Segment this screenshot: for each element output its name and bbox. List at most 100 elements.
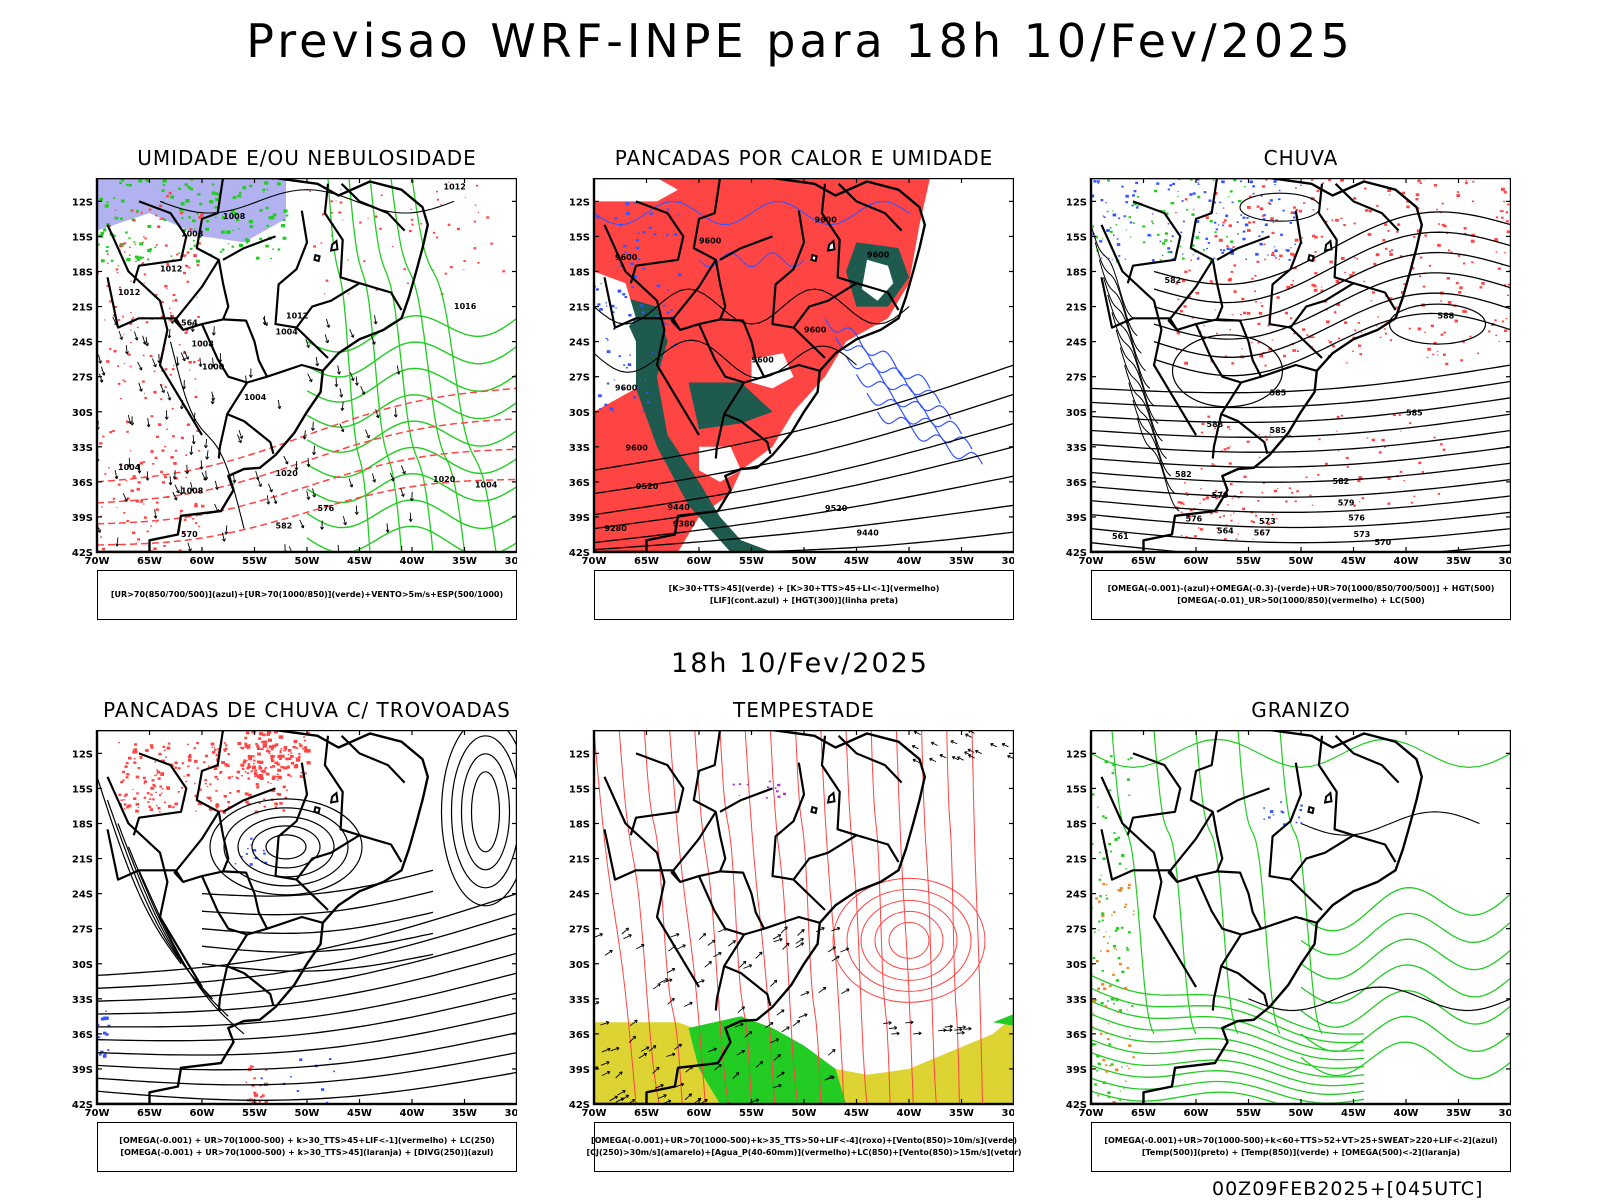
lat-tick-label: 27S	[72, 373, 93, 384]
lake-shape	[826, 791, 836, 804]
contour-label: 9380	[673, 519, 696, 528]
lake-shape	[810, 805, 818, 815]
border-line	[195, 730, 275, 1007]
lat-tick-label: 42S	[1066, 1100, 1087, 1111]
panel-title: TEMPESTADE	[733, 698, 875, 722]
lake-shape	[329, 239, 339, 252]
border-line	[323, 735, 403, 863]
field-layer	[1091, 730, 1511, 1104]
lat-tick-label: 27S	[72, 925, 93, 936]
caption-line: [OMEGA(-0.001) + UR>70(1000-500) + k>30_…	[120, 1148, 494, 1157]
border-line	[1189, 178, 1269, 455]
contour-label: 570	[181, 530, 198, 539]
contour-label: 9600	[626, 443, 649, 452]
border-line	[603, 776, 700, 988]
lat-tick-label: 27S	[1066, 925, 1087, 936]
contour-label: 1008	[181, 229, 204, 238]
lat-tick-label: 42S	[72, 548, 93, 559]
border-line	[820, 735, 900, 863]
lat-tick-label: 12S	[569, 197, 590, 208]
contour-label: 1012	[118, 288, 140, 297]
border-line	[714, 413, 726, 459]
contour-label: 573	[1259, 517, 1276, 526]
border-line	[132, 752, 188, 836]
lat-tick-label: 39S	[72, 513, 93, 524]
border-line	[1100, 776, 1197, 988]
border-line	[1317, 183, 1397, 311]
lon-tick-label: 30W	[505, 556, 517, 567]
lake-shape	[810, 253, 818, 263]
border-line	[106, 776, 203, 988]
contour-label: 1004	[475, 481, 498, 490]
contour-label: 1004	[276, 328, 299, 337]
lat-tick-label: 27S	[569, 925, 590, 936]
geographic-boundaries	[1091, 730, 1423, 1104]
contour-label: 9440	[668, 503, 691, 512]
border-line	[217, 965, 229, 1011]
contour-label: 1012	[160, 265, 182, 274]
border-line	[266, 363, 324, 378]
lon-tick-label: 50W	[1289, 556, 1314, 567]
lat-tick-label: 39S	[569, 513, 590, 524]
lon-tick-label: 70W	[85, 556, 110, 567]
coastline	[97, 730, 429, 1104]
map-axes	[95, 730, 517, 1106]
lat-tick-label: 36S	[569, 478, 590, 489]
border-line	[195, 178, 275, 455]
lon-tick-label: 65W	[137, 1108, 162, 1119]
lat-tick-label: 18S	[569, 268, 590, 279]
lon-tick-label: 70W	[582, 1108, 607, 1119]
lat-tick-label: 18S	[569, 820, 590, 831]
lat-tick-label: 42S	[1066, 548, 1087, 559]
border-line	[106, 224, 203, 436]
lat-tick-label: 18S	[72, 268, 93, 279]
streamline	[1153, 292, 1511, 358]
lon-tick-label: 55W	[739, 556, 764, 567]
lat-tick-label: 24S	[72, 338, 93, 349]
lon-tick-label: 60W	[190, 1108, 215, 1119]
lon-tick-label: 60W	[687, 556, 712, 567]
contour-label: 585	[1270, 426, 1287, 435]
lon-tick-label: 60W	[1184, 1108, 1209, 1119]
streamline	[201, 890, 434, 916]
panel-title: UMIDADE E/OU NEBULOSIDADE	[137, 146, 477, 170]
streamline	[1091, 478, 1511, 498]
streamline	[594, 475, 1014, 544]
border-line	[323, 183, 403, 311]
geographic-boundaries	[97, 178, 429, 552]
lat-tick-label: 36S	[72, 478, 93, 489]
lon-tick-label: 30W	[505, 1108, 517, 1119]
contour-label: 585	[1270, 388, 1287, 397]
lon-tick-label: 45W	[1341, 556, 1366, 567]
streamline	[97, 932, 517, 1002]
lat-tick-label: 15S	[1066, 232, 1087, 243]
lon-tick-label: 55W	[242, 556, 267, 567]
streamline	[97, 912, 517, 989]
lon-tick-label: 30W	[1002, 1108, 1014, 1119]
border-line	[714, 965, 726, 1011]
contour-label: 1020	[276, 469, 299, 478]
lon-tick-label: 70W	[1079, 556, 1104, 567]
legend-caption: [K>30+TTS>45](verde) + [K>30+TTS>45+LI<-…	[594, 570, 1014, 620]
streamline	[751, 531, 1014, 552]
border-line	[340, 183, 406, 232]
lon-tick-label: 50W	[1289, 1108, 1314, 1119]
border-line	[1100, 224, 1197, 436]
border-line	[132, 200, 188, 284]
geographic-boundaries	[594, 178, 926, 552]
border-line	[200, 323, 248, 384]
lon-tick-label: 40W	[897, 1108, 922, 1119]
border-line	[106, 277, 185, 331]
border-line	[763, 915, 821, 930]
border-line	[692, 178, 772, 455]
streamline	[1091, 364, 1511, 394]
border-line	[792, 282, 858, 329]
lat-tick-label: 30S	[72, 960, 93, 971]
contour-label: 1000	[202, 363, 225, 372]
lon-tick-label: 45W	[844, 556, 869, 567]
contour-label: 579	[1338, 498, 1355, 507]
lat-tick-label: 42S	[569, 1100, 590, 1111]
contour-label: 585	[1406, 408, 1423, 417]
field-layer: 1012 1008 1008 1012 1012 1016 1012 1004 1008 1000…	[97, 178, 517, 552]
